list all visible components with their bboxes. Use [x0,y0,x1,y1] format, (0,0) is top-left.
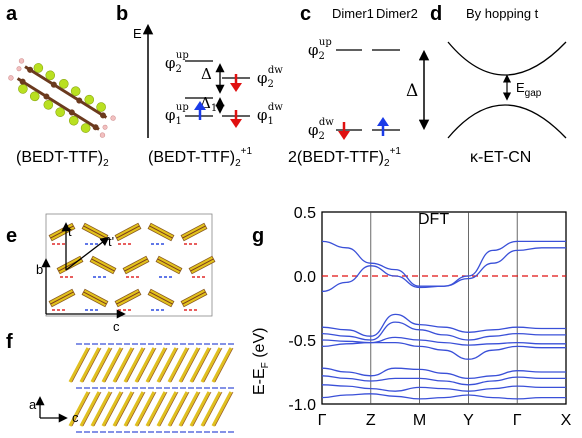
panel-label-d: d [430,3,442,25]
band-line [321,321,566,341]
upper-band-curve [447,41,567,76]
x-tick-label: Γ [318,412,327,429]
axis-c-label-f: c [72,410,79,425]
spin-up-arrow-b [194,101,206,120]
band-line [321,247,566,293]
header-dimer1: Dimer1 [332,6,374,21]
caption-b: (BEDT-TTF)2+1 [148,146,252,169]
panel-label-f: f [6,331,13,353]
band-line [321,240,566,287]
y-axis-label: E-EF (eV) [251,328,271,395]
x-tick-label: X [561,412,572,429]
spin-down-arrow-c [338,122,350,140]
bedt-molecule-e [122,255,150,275]
crystal-structure-bc-plane [45,213,216,317]
caption-c: 2(BEDT-TTF)2+1 [288,146,401,169]
bedt-ttf-dimer-molecule [8,58,116,138]
band-line [321,375,566,386]
x-tick-label: Γ [513,412,522,429]
header-dimer2: Dimer2 [376,6,418,21]
molecular-layer-f [68,347,234,383]
band-line [321,384,566,392]
bedt-molecule-e [155,255,183,275]
label-phi2-dw: φ2dw [257,65,283,90]
bedt-molecule-e [89,255,117,275]
spin-down-arrow-b-lower [230,110,242,128]
y-tick-label: 0.5 [294,205,316,222]
axis-b-label: b [36,262,43,277]
x-tick-label: Y [463,412,474,429]
y-tick-label: -0.5 [288,333,316,350]
bedt-molecule-e [114,222,142,242]
y-tick-label: 0.0 [294,269,316,286]
x-tick-label: M [413,412,426,429]
delta-label-c: Δ [406,81,418,101]
label-phi1-dw: φ1dw [257,102,283,127]
panel-label-c: c [300,3,311,25]
crystal-structure-ac-plane [68,343,236,433]
label-c-phi2-up: φ2up [308,37,332,62]
axis-a-label: a [29,397,37,412]
caption-a: (BEDT-TTF)2 [16,149,109,169]
label-phi2-up: φ2up [165,50,189,75]
energy-axis-label: E [133,26,142,41]
lower-band-curve [447,104,567,139]
band-line [321,367,566,380]
egap-label: Egap [516,80,542,99]
bedt-molecule-e [56,255,84,275]
bedt-molecule-e [147,288,175,308]
caption-d: κ-ET-CN [470,149,531,166]
band-line [321,393,566,400]
panel-label-g: g [252,225,264,247]
header-hopping: By hopping t [466,6,539,21]
axis-c-label: c [113,319,120,334]
bedt-molecule-e [147,222,175,242]
bedt-molecule-e [188,255,216,275]
molecular-layer-f [68,391,234,427]
delta1-label: Δ1 [200,94,217,114]
band-structure-plot: Γ Z M Y Γ X 0.5 0.0 -0.5 -1.0 [288,205,571,429]
bedt-molecule-e [81,222,109,242]
bedt-molecule-e [180,288,208,308]
label-phi1-up: φ1up [165,102,189,127]
spin-down-arrow-b-upper [230,74,242,92]
label-c-phi2-dw: φ2dw [308,117,334,142]
bedt-molecule-e [114,288,142,308]
chart-title: DFT [418,211,449,228]
bedt-molecule-e [48,288,76,308]
bedt-molecule-e [81,288,109,308]
spin-up-arrow-c [377,117,389,136]
panel-label-a: a [6,3,18,25]
band-line [321,313,566,337]
bedt-molecule-e [180,222,208,242]
panel-label-b: b [116,3,128,25]
delta-label: Δ [201,65,212,83]
plot-frame [321,211,567,405]
band-line [321,341,567,360]
x-tick-label: Z [366,412,376,429]
panel-label-e: e [6,225,17,247]
y-tick-label: -1.0 [288,397,316,414]
axis-tprime-label: t' [108,234,114,249]
axis-tprime-arrow [65,236,110,271]
axis-t-label: t [68,224,72,239]
